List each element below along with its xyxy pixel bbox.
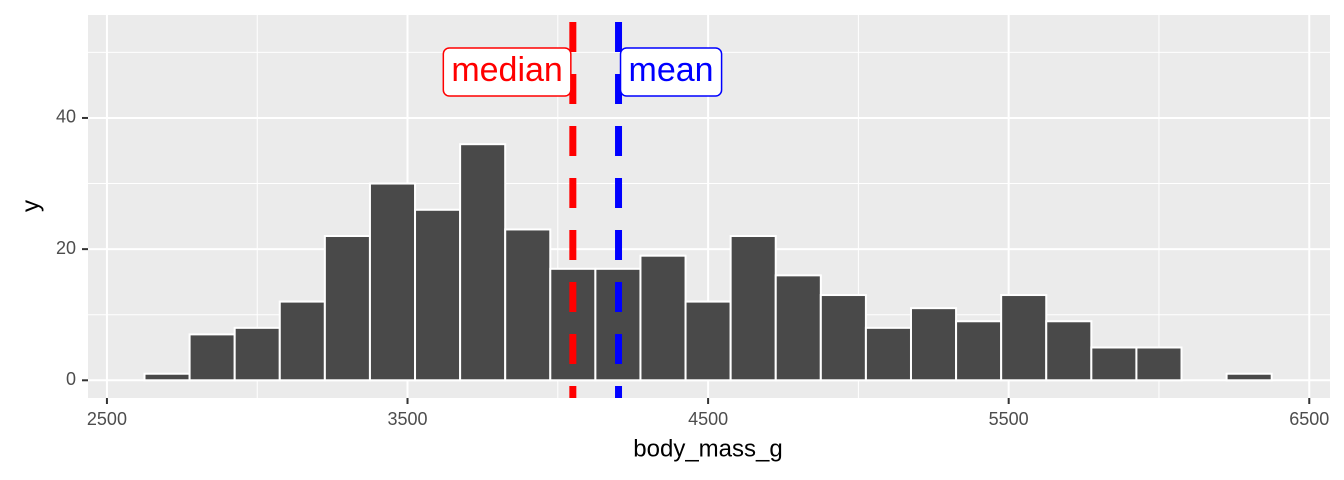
x-tick-label: 4500: [688, 409, 728, 429]
reference-label-box: [619, 47, 723, 97]
bar: [864, 326, 912, 382]
bar: [684, 300, 732, 382]
bar: [368, 182, 417, 382]
bar: [819, 294, 867, 382]
reference-label-text: median: [451, 51, 563, 89]
x-axis-title: body_mass_g: [633, 435, 782, 462]
bar: [459, 143, 507, 382]
reference-label: median: [442, 47, 572, 97]
bar: [1000, 294, 1048, 382]
bar: [414, 208, 462, 382]
bar: [1045, 320, 1093, 382]
reference-label: mean: [619, 47, 723, 97]
bar: [278, 300, 326, 382]
reference-label-box: [442, 47, 572, 97]
bar: [188, 333, 236, 382]
bar: [639, 254, 687, 382]
bar: [233, 326, 281, 382]
bar: [1225, 372, 1273, 382]
bar: [1135, 346, 1183, 382]
bar: [955, 320, 1003, 382]
bar: [504, 228, 552, 382]
y-tick-label: 20: [56, 238, 76, 258]
x-tick-label: 6500: [1289, 409, 1329, 429]
x-tick-label: 3500: [387, 409, 427, 429]
x-tick-label: 5500: [989, 409, 1029, 429]
y-axis-title: y: [17, 200, 44, 212]
reference-label-text: mean: [629, 51, 714, 89]
y-tick-label: 0: [66, 369, 76, 389]
y-tick-label: 40: [56, 107, 76, 127]
x-tick-label: 2500: [87, 409, 127, 429]
bar: [1090, 346, 1138, 382]
bar: [143, 372, 191, 382]
bar: [774, 274, 822, 382]
bar: [729, 235, 777, 382]
bar: [909, 307, 958, 382]
bar: [323, 235, 371, 382]
